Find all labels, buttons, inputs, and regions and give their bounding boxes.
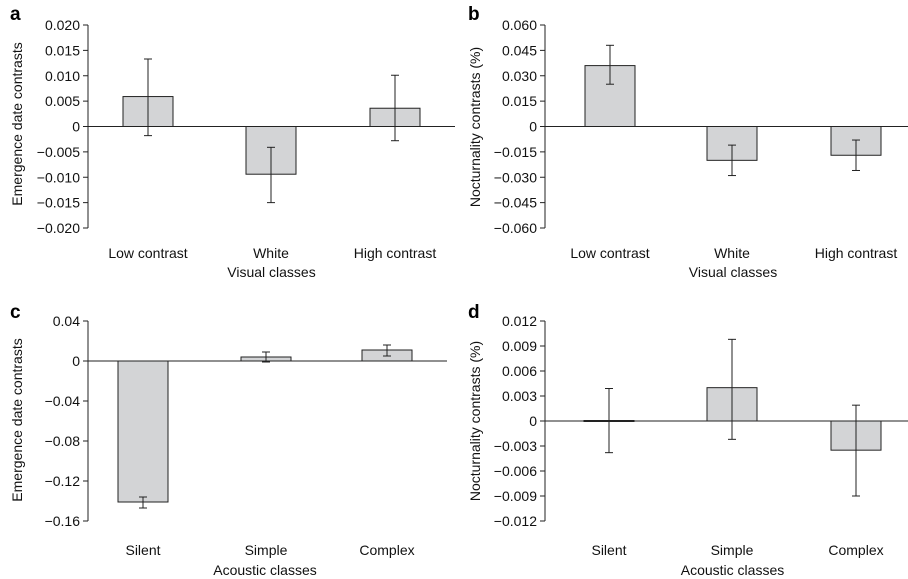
error-bar [728,144,736,177]
x-axis-title: Visual classes [227,264,315,280]
error-bar [605,388,613,454]
x-category-label: Simple [245,542,288,558]
y-tick-label: −0.015 [494,144,537,160]
y-axis-title: Nocturnality contrasts (%) [467,341,483,501]
y-tick-label: 0.04 [53,313,80,329]
x-axis-title: Acoustic classes [681,562,784,578]
x-category-label: Silent [125,542,160,558]
x-axis-title: Visual classes [689,264,777,280]
panel-letter: d [468,302,480,323]
y-tick-label: 0.003 [502,388,537,404]
error-bar [852,404,860,497]
error-bar [852,139,860,171]
error-bar [144,58,152,137]
y-tick-label: 0 [529,119,537,135]
y-tick-label: 0.012 [502,313,537,329]
y-tick-label: −0.16 [45,513,81,529]
error-bar [139,496,147,509]
y-axis-title: Nocturnality contrasts (%) [467,47,483,207]
error-bar [606,44,614,85]
x-category-label: Low contrast [108,245,187,261]
y-axis-title: Emergence date contrasts [9,338,25,501]
y-tick-label: 0.006 [502,363,537,379]
x-category-label: White [714,245,750,261]
y-tick-label: 0.009 [502,338,537,354]
panel-letter: a [10,4,21,25]
y-tick-label: −0.015 [37,195,80,211]
error-bar [391,74,399,142]
x-category-label: Silent [591,542,626,558]
y-tick-label: −0.020 [37,220,80,236]
y-tick-label: −0.060 [494,220,537,236]
panel-c: c 0.04 0 −0.04 −0.08 −0.12 −0.16 Silent Simple Co… [9,302,447,578]
x-axis-title: Acoustic classes [213,562,316,578]
y-tick-label: −0.12 [45,473,81,489]
error-bar [262,351,270,363]
x-category-label: Low contrast [570,245,649,261]
x-category-label: Complex [359,542,414,558]
panel-b: b 0.060 0.045 0.030 0.015 0 −0.015 −0.030 −0.045… [467,4,908,280]
y-tick-label: −0.009 [494,488,537,504]
y-tick-label: 0.060 [502,17,537,33]
y-tick-label: −0.006 [494,463,537,479]
y-tick-label: 0 [529,413,537,429]
x-category-label: High contrast [815,245,898,261]
y-tick-label: 0 [72,353,80,369]
error-bar [728,338,736,440]
panel-letter: c [10,302,21,323]
y-axis-title: Emergence date contrasts [9,42,25,205]
y-tick-label: 0.030 [502,68,537,84]
error-bar [383,344,391,357]
panel-a: a 0.020 0.015 0.010 0.005 0 −0.005 −0.010 −0.015… [9,4,455,280]
x-category-label: Simple [711,542,754,558]
x-category-label: White [253,245,289,261]
y-tick-label: 0.010 [45,68,80,84]
y-tick-label: −0.08 [45,433,81,449]
y-tick-label: 0.045 [502,42,537,58]
y-tick-label: −0.010 [37,169,80,185]
y-tick-label: −0.012 [494,513,537,529]
y-tick-label: 0.005 [45,93,80,109]
panel-d: d 0.012 0.009 0.006 0.003 0 −0.003 −0.006 −0.009… [467,302,908,578]
y-tick-label: −0.04 [45,393,81,409]
y-tick-label: 0.015 [502,93,537,109]
y-tick-label: 0.020 [45,17,80,33]
panel-letter: b [468,4,480,25]
y-tick-label: −0.005 [37,144,80,160]
x-category-label: Complex [828,542,883,558]
y-tick-label: 0 [72,119,80,135]
error-bar [267,146,275,204]
bar-silent [117,360,169,503]
y-tick-label: 0.015 [45,42,80,58]
y-tick-label: −0.003 [494,438,537,454]
y-tick-label: −0.030 [494,169,537,185]
y-tick-label: −0.045 [494,195,537,211]
x-category-label: High contrast [354,245,437,261]
